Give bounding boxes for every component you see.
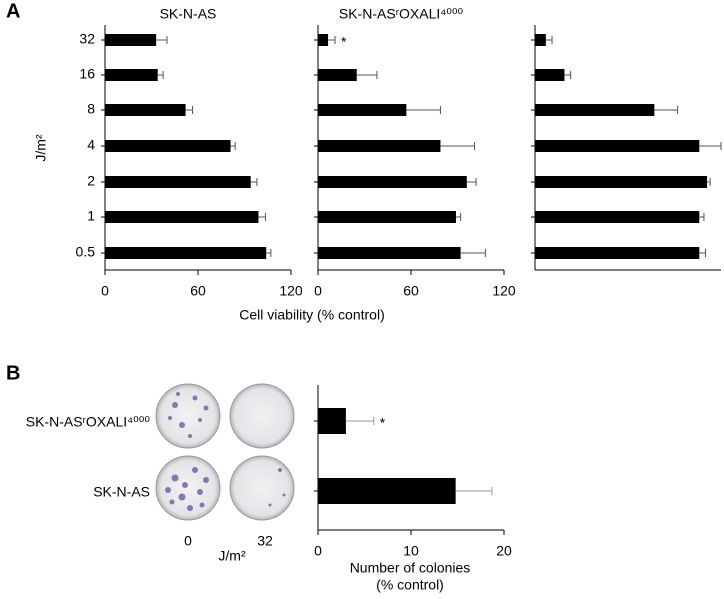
error-bar [699, 142, 722, 150]
x-tick-label: 0 [314, 283, 322, 299]
y-tick-label: 0.5 [76, 244, 96, 260]
y-tick-label: 1 [87, 208, 95, 224]
bar [318, 176, 467, 188]
panel-label: A [6, 0, 20, 22]
bar [318, 408, 346, 434]
bar [535, 69, 565, 81]
error-bar [406, 106, 441, 114]
error-bar [258, 213, 266, 221]
chart-title: SK-N-AS [160, 6, 217, 22]
error-bar [460, 249, 486, 257]
x-axis-label: Number of colonies [350, 560, 471, 576]
bar [105, 140, 231, 152]
bar [105, 247, 267, 259]
x-tick-label: 20 [496, 543, 512, 559]
annotation: * [341, 34, 347, 50]
chart-title: SK-N-ASʳOXALI⁴⁰⁰⁰ [339, 6, 464, 22]
x-axis-label: (% control) [376, 577, 444, 593]
y-tick-label: 32 [79, 31, 95, 47]
error-bar [564, 71, 572, 79]
error-bar [328, 36, 336, 44]
error-bar [699, 249, 706, 257]
image-axis-label: J/m² [218, 548, 246, 564]
error-bar [230, 142, 236, 150]
x-tick-label: 120 [492, 283, 516, 299]
dish [155, 455, 221, 521]
x-tick-label: 0 [101, 283, 109, 299]
bar [318, 69, 357, 81]
dish [155, 383, 221, 449]
annotation: * [380, 415, 386, 431]
bar [535, 211, 700, 223]
x-tick-label: 120 [279, 283, 303, 299]
error-bar [455, 487, 493, 495]
error-bar [185, 106, 194, 114]
x-tick-label: 10 [403, 543, 419, 559]
error-bar [156, 36, 168, 44]
row-label: SK-N-AS [93, 484, 150, 500]
bar [318, 34, 329, 46]
error-bar [157, 71, 164, 79]
bar [105, 104, 186, 116]
y-tick-label: 8 [87, 101, 95, 117]
y-tick-label: 16 [79, 66, 95, 82]
bar [535, 247, 700, 259]
bar [105, 69, 158, 81]
bar [318, 211, 456, 223]
colonies [165, 392, 286, 511]
row-label: SK-N-ASʳOXALI⁴⁰⁰⁰ [26, 414, 151, 430]
error-bar [250, 178, 258, 186]
bar [535, 34, 546, 46]
error-bar [699, 213, 705, 221]
x-axis-label: Cell viability (% control) [239, 307, 384, 323]
error-bar [356, 71, 378, 79]
bar [535, 104, 655, 116]
error-bar [266, 249, 272, 257]
error-bar [466, 178, 477, 186]
bar [318, 247, 461, 259]
error-bar [545, 36, 553, 44]
error-bar [345, 417, 375, 425]
image-label: 32 [257, 533, 273, 549]
dish-images [155, 383, 295, 521]
x-tick-label: 0 [314, 543, 322, 559]
y-tick-label: 4 [87, 137, 95, 153]
y-tick-label: 2 [87, 173, 95, 189]
y-axis-label: J/m² [33, 134, 49, 162]
bar [318, 478, 456, 504]
bar [535, 176, 708, 188]
x-tick-label: 60 [190, 283, 206, 299]
bar [105, 211, 259, 223]
image-label: 0 [184, 533, 192, 549]
panel-label: B [6, 362, 20, 384]
bar [535, 140, 700, 152]
error-bar [654, 106, 679, 114]
bar [105, 176, 251, 188]
dish [229, 455, 295, 521]
bar [318, 104, 407, 116]
x-tick-label: 60 [403, 283, 419, 299]
dish [229, 383, 295, 449]
bar [318, 140, 441, 152]
error-bar [707, 178, 711, 186]
error-bar [455, 213, 462, 221]
error-bar [440, 142, 476, 150]
bar [105, 34, 157, 46]
